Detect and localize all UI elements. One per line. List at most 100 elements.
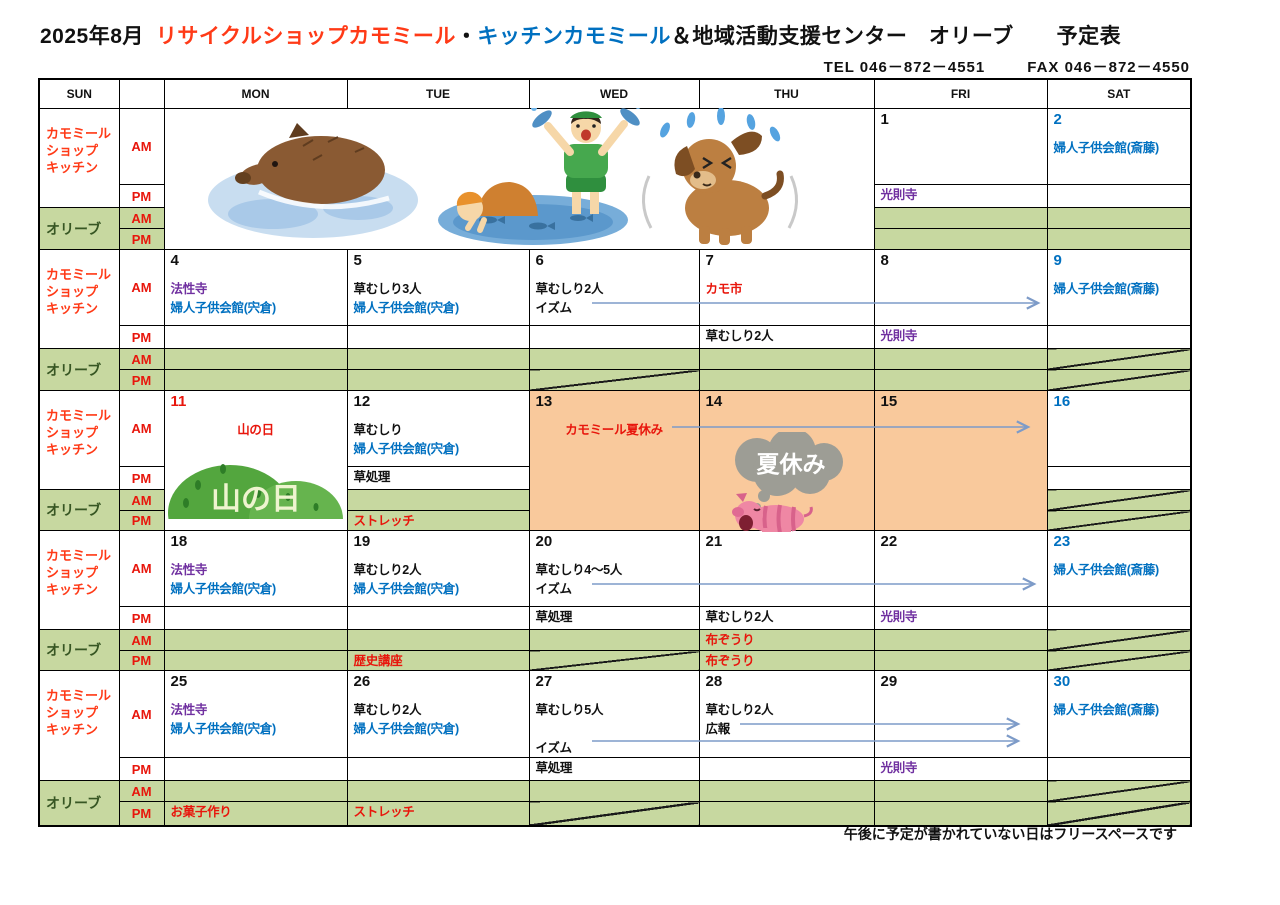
date-number: 18 [170, 533, 188, 550]
day-cell-mon-am: 18 法性寺 婦人子供会館(宍倉) [163, 530, 348, 607]
ampm-label: PM [118, 369, 165, 391]
date-number: 9 [1053, 252, 1062, 269]
day-cell-fri-pm: 光則寺 [873, 325, 1048, 349]
tel-number: TEL 046－872－4551 [823, 59, 986, 76]
week-2-row-am: カモミール ショップ キッチン AM 4 法性寺 婦人子供会館(宍倉) 5 草むしり3人 婦人子供… [38, 249, 1192, 349]
day-cell-tue-olive-pm [346, 369, 530, 391]
row-label-line: ショップ [46, 565, 99, 580]
header-mon: MON [163, 78, 348, 109]
day-cell-tue-am: 19 草むしり2人 婦人子供会館(宍倉) [346, 530, 530, 607]
date-number: 27 [535, 673, 553, 690]
event-label: 布ぞうり [705, 633, 755, 647]
date-number: 13 [535, 393, 553, 410]
event-label: 草むしり [353, 423, 403, 437]
week-4-row-olive-am: オリーブ AM 布ぞうり [38, 629, 1192, 671]
day-cell-fri-olive-pm [873, 650, 1048, 671]
event-label: ストレッチ [353, 514, 415, 528]
ampm-label: PM [118, 510, 165, 531]
day-cell-fri-am: 29 [873, 670, 1048, 758]
day-cell-sat-olive-pm [1046, 650, 1192, 671]
row-label-line: ショップ [46, 284, 99, 299]
event-label: 婦人子供会館(斎藤) [1053, 703, 1160, 717]
event-label: 婦人子供会館(宍倉) [353, 301, 460, 315]
week-1-row-am: カモミール ショップ キッチン AM 1 2 婦人子供会館(斎藤) [38, 108, 1192, 250]
row-label-line: ショップ [46, 425, 99, 440]
row-label-line: カモミール [46, 688, 112, 703]
day-cell-fri-olive-pm [873, 228, 1048, 250]
date-number: 22 [880, 533, 898, 550]
row-label-chamomile: カモミール ショップ キッチン [38, 530, 120, 630]
ampm-label: PM [118, 757, 165, 781]
ampm-label: AM [118, 530, 165, 607]
day-cell-wed-am: 6 草むしり2人 イズム [528, 249, 700, 326]
row-label-chamomile: カモミール ショップ キッチン [38, 670, 120, 781]
week-1-row-olive-pm: PM [39, 228, 1192, 250]
date-number: 5 [353, 252, 362, 269]
row-label-line: キッチン [46, 301, 99, 316]
day-cell-mon-pm [163, 325, 348, 349]
day-cell-mon-am: 4 法性寺 婦人子供会館(宍倉) [163, 249, 348, 326]
date-number: 12 [353, 393, 371, 410]
ampm-label: PM [118, 650, 165, 671]
day-cell-fri: 15 [873, 390, 1048, 531]
week-4-row-pm: PM 草処理 草むしり2人 光則寺 [39, 606, 1192, 630]
week-5-row-am: カモミール ショップ キッチン AM 25 法性寺 婦人子供会館(宍倉) 26 草むしり2人 婦人… [38, 670, 1192, 781]
day-cell-fri-olive-pm [873, 369, 1048, 391]
row-label-line: カモミール [46, 267, 112, 282]
week-5-row-pm: PM 草処理 光則寺 [39, 757, 1192, 781]
ampm-label: AM [118, 207, 165, 229]
title-month: 2025年8月 [40, 25, 144, 48]
day-cell-wed-pm [528, 325, 700, 349]
day-cell-sat-am: 2 婦人子供会館(斎藤) [1046, 108, 1192, 185]
ampm-label: AM [118, 108, 165, 185]
day-cell-fri-pm: 光則寺 [873, 757, 1048, 781]
event-label: 婦人子供会館(斎藤) [1053, 282, 1160, 296]
schedule-table: SUN MON TUE WED THU FRI SAT カモミール ショップ キッチ… [38, 78, 1192, 827]
event-label: イズム [535, 301, 573, 315]
header-sat: SAT [1046, 78, 1192, 109]
date-number: 1 [880, 111, 889, 128]
header-blank [118, 78, 165, 109]
day-cell-fri-pm: 光則寺 [873, 184, 1048, 208]
row-label-chamomile: カモミール ショップ キッチン [38, 390, 120, 490]
title-dot: ・ [455, 25, 478, 48]
date-number: 29 [880, 673, 898, 690]
event-label: イズム [535, 741, 573, 755]
date-number: 16 [1053, 393, 1071, 410]
day-cell-fri-olive-am [873, 207, 1048, 229]
event-label: ストレッチ [353, 805, 415, 819]
row-label-olive: オリーブ [38, 629, 120, 671]
event-label: カモミール夏休み [565, 423, 663, 437]
row-label-line: カモミール [46, 548, 112, 563]
date-number: 30 [1053, 673, 1071, 690]
ampm-label: AM [118, 489, 165, 511]
date-number: 28 [705, 673, 723, 690]
day-cell-tue-pm: 草処理 [346, 466, 530, 490]
day-cell-mon-olive-am [163, 629, 348, 651]
page-title: 2025年8月 リサイクルショップカモミール・キッチンカモミール＆地域活動支援セン… [40, 20, 1121, 50]
ampm-label: AM [118, 629, 165, 651]
ampm-label: PM [118, 466, 165, 490]
event-label: 光則寺 [880, 610, 918, 624]
row-label-line: キッチン [46, 442, 99, 457]
day-cell-wed-olive-am [528, 348, 700, 370]
day-cell-wed: 13 カモミール夏休み [528, 390, 700, 531]
day-cell-sat-olive-pm [1046, 801, 1192, 826]
event-label: 布ぞうり [705, 654, 755, 668]
day-cell-thu-am: 28 草むしり2人 広報 [698, 670, 875, 758]
day-cell-fri-pm: 光則寺 [873, 606, 1048, 630]
event-label: 草むしり2人 [705, 610, 774, 624]
day-cell-tue-olive-am [346, 629, 530, 651]
week-2-row-olive-am: オリーブ AM [38, 348, 1192, 391]
row-label-line: ショップ [46, 143, 99, 158]
row-label-line: ショップ [46, 705, 99, 720]
ampm-label: AM [118, 670, 165, 758]
event-label: 婦人子供会館(宍倉) [170, 301, 277, 315]
ampm-label: AM [118, 390, 165, 467]
day-cell-thu: 14 [698, 390, 875, 531]
date-number: 21 [705, 533, 723, 550]
event-label: 婦人子供会館(斎藤) [1053, 563, 1160, 577]
day-cell-tue-pm [346, 606, 530, 630]
day-cell-mon-olive-pm: お菓子作り [163, 801, 348, 826]
